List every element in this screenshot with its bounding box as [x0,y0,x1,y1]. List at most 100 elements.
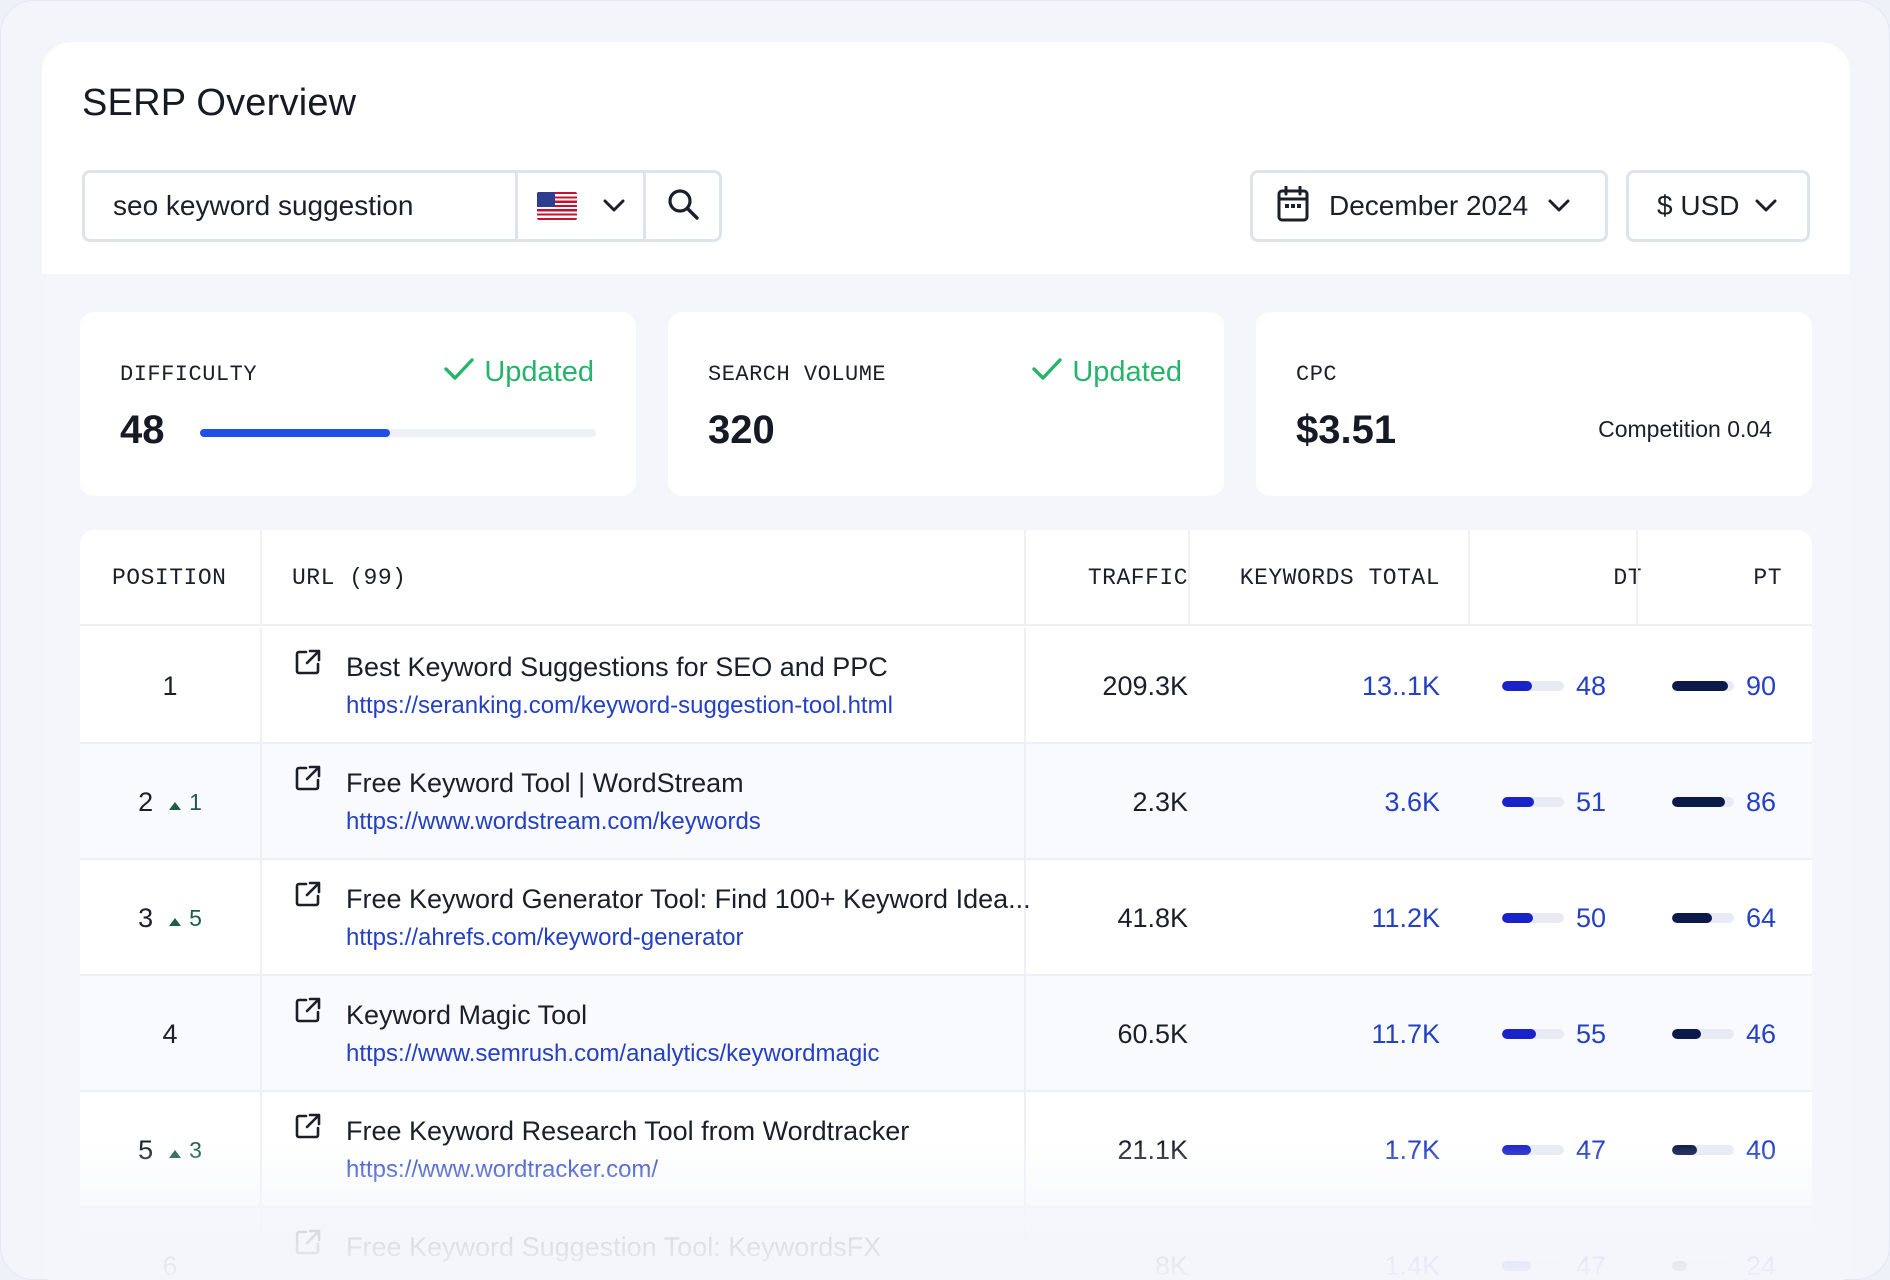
keywords-total-link[interactable]: 1.4K [1384,1250,1440,1280]
pt-bar-fill [1672,1029,1701,1039]
dt-value[interactable]: 55 [1576,1018,1607,1049]
dt-value[interactable]: 47 [1576,1134,1607,1165]
result-url-link[interactable]: https://www.semrush.com/analytics/keywor… [346,1040,880,1067]
result-url-link[interactable]: https://ahrefs.com/keyword-generator [346,924,744,951]
result-title: Keyword Magic Tool [346,1000,588,1030]
column-divider [260,530,262,624]
traffic-value: 209.3K [1102,670,1188,701]
external-link-icon[interactable] [294,764,322,797]
pt-value[interactable]: 64 [1746,902,1777,933]
table-row[interactable]: 2 1 Free Keyword Tool | WordStream https://… [80,744,1812,860]
keywords-total-link[interactable]: 13..1K [1361,670,1440,701]
header: SERP Overview December 2024 [42,42,1850,274]
search-button[interactable] [643,173,719,239]
dt-bar-fill [1502,1029,1537,1039]
table-row[interactable]: 3 5 Free Keyword Generator Tool: Find 100+… [80,860,1812,976]
date-picker-label: December 2024 [1329,190,1529,221]
dt-cell: 48 [1502,628,1642,744]
arrow-up-icon [169,905,182,932]
position-cell: 1 [80,628,260,744]
search-volume-label: SEARCH VOLUME [708,362,887,387]
chevron-down-icon [603,199,625,213]
pt-value[interactable]: 46 [1746,1018,1777,1049]
currency-label: $ USD [1657,190,1740,221]
dt-value[interactable]: 47 [1576,1250,1607,1280]
dt-value[interactable]: 51 [1576,786,1607,817]
result-url-link[interactable]: https://seranking.com/keyword-suggestion… [346,692,893,719]
position-value: 2 [138,786,154,817]
position-value: 4 [162,1018,178,1049]
keywords-total-link[interactable]: 3.6K [1384,786,1440,817]
dt-bar [1502,913,1564,923]
external-link-icon[interactable] [294,1228,322,1261]
table-row[interactable]: 5 3 Free Keyword Research Tool from Wordtr… [80,1092,1812,1208]
pt-bar [1672,1029,1734,1039]
pt-value[interactable]: 86 [1746,786,1777,817]
arrow-up-icon [169,789,182,816]
pt-bar [1672,913,1734,923]
result-url-link[interactable]: https://www.wordtracker.com/ [346,1156,659,1183]
pt-bar [1672,1145,1734,1155]
column-divider [260,744,262,858]
currency-select-button[interactable]: $ USD [1626,170,1810,242]
dt-cell: 55 [1502,976,1642,1092]
column-divider [1024,628,1026,742]
pt-value[interactable]: 40 [1746,1134,1777,1165]
result-title: Free Keyword Suggestion Tool: KeywordsFX [346,1232,882,1262]
result-title: Best Keyword Suggestions for SEO and PPC [346,652,888,682]
table-row[interactable]: 6 Free Keyword Suggestion Tool: KeywordsF… [80,1208,1812,1280]
keywords-total-link[interactable]: 11.7K [1371,1018,1440,1049]
keywords-total-link[interactable]: 11.2K [1371,902,1440,933]
pt-value[interactable]: 24 [1746,1250,1777,1280]
external-link-icon[interactable] [294,880,322,913]
result-title: Free Keyword Research Tool from Wordtrac… [346,1116,910,1146]
table-row[interactable]: 1 Best Keyword Suggestions for SEO and PP… [80,628,1812,744]
search-volume-status: Updated [1032,356,1182,389]
external-link-icon[interactable] [294,648,322,681]
column-divider [1024,860,1026,974]
country-select[interactable] [515,173,643,239]
keywords-total-link[interactable]: 1.7K [1384,1134,1440,1165]
url-cell: Free Keyword Suggestion Tool: KeywordsFX [262,1208,1024,1280]
difficulty-value: 48 [120,408,165,452]
dt-cell: 47 [1502,1208,1642,1280]
us-flag-icon [536,192,577,220]
search-icon [666,187,700,226]
pt-bar-fill [1672,1261,1687,1271]
external-link-icon[interactable] [294,996,322,1029]
position-change: 3 [169,1137,202,1164]
header-traffic[interactable]: TRAFFIC [1087,565,1188,591]
dt-bar [1502,797,1564,807]
page-title: SERP Overview [82,82,357,124]
date-picker-button[interactable]: December 2024 [1250,170,1608,242]
pt-cell: 64 [1672,860,1812,976]
header-keywords-total[interactable]: KEYWORDS TOTAL [1239,565,1440,591]
table-row[interactable]: 4 Keyword Magic Tool https://www.semrush.c… [80,976,1812,1092]
dt-value[interactable]: 50 [1576,902,1607,933]
dt-bar-fill [1502,913,1533,923]
column-divider [1468,530,1470,624]
result-url-link[interactable]: https://www.wordstream.com/keywords [346,808,761,835]
position-value: 3 [138,902,154,933]
header-url[interactable]: URL (99) [292,565,407,591]
external-link-icon[interactable] [294,1112,322,1145]
header-pt[interactable]: PT [1753,565,1782,591]
traffic-value: 8K [1154,1250,1188,1280]
header-dt[interactable]: DT [1613,565,1642,591]
search-volume-value: 320 [708,408,775,452]
pt-value[interactable]: 90 [1746,670,1777,701]
difficulty-card: DIFFICULTY Updated 48 [80,312,636,496]
calendar-icon [1277,185,1309,227]
header-position[interactable]: POSITION [112,565,227,591]
difficulty-status-text: Updated [484,356,594,388]
pt-bar-fill [1672,681,1728,691]
search-input[interactable] [85,173,515,239]
dt-value[interactable]: 48 [1576,670,1607,701]
pt-cell: 40 [1672,1092,1812,1208]
difficulty-label: DIFFICULTY [120,362,258,387]
position-change-value: 5 [189,904,202,931]
position-change: 5 [169,905,202,932]
